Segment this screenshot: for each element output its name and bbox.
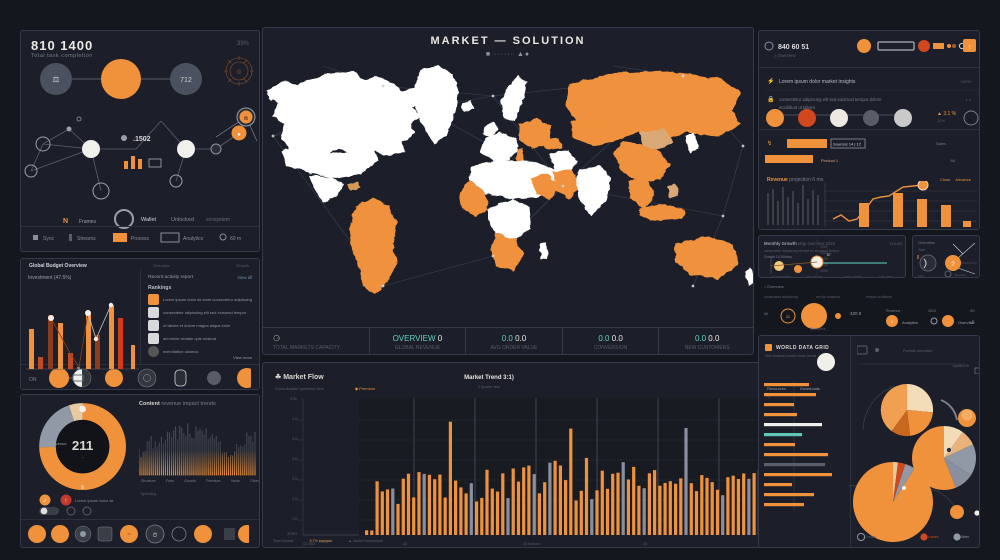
svg-text:3.0: 3.0 xyxy=(292,457,297,461)
svg-text:☉: ☉ xyxy=(236,69,241,76)
svg-text:Lorem ipsum dolor market insig: Lorem ipsum dolor market insights xyxy=(779,79,856,85)
svg-text:Consolidated quarterly view: Consolidated quarterly view xyxy=(275,386,324,391)
svg-text:Reports: Reports xyxy=(955,273,966,277)
svg-text:2024: 2024 xyxy=(928,309,936,313)
svg-text:60 m: 60 m xyxy=(230,236,241,242)
svg-text:☘ Market Flow: ☘ Market Flow xyxy=(275,373,324,381)
svg-text:100%: 100% xyxy=(961,79,972,84)
svg-text:N: N xyxy=(63,218,68,225)
svg-text:2.0: 2.0 xyxy=(292,497,297,501)
svg-text:Sources 14 | 12: Sources 14 | 12 xyxy=(833,142,862,147)
svg-text:▲ 3.1 %: ▲ 3.1 % xyxy=(937,111,957,117)
svg-text:840 60 51: 840 60 51 xyxy=(778,44,809,51)
svg-text:84: 84 xyxy=(951,158,956,163)
svg-text:31: 31 xyxy=(786,315,790,319)
svg-text:211: 211 xyxy=(72,438,94,453)
svg-text:⏱: ⏱ xyxy=(153,532,158,539)
svg-text:sed do eiusmod: sed do eiusmod xyxy=(816,295,840,299)
svg-text:Portfolio allocation: Portfolio allocation xyxy=(903,349,932,353)
svg-text:Process: Process xyxy=(131,236,150,242)
svg-text:All: All xyxy=(764,312,768,316)
svg-text:Overview: Overview xyxy=(918,240,935,245)
svg-text:Q4: Q4 xyxy=(643,542,647,546)
svg-text:Market Trend 3:1): Market Trend 3:1) xyxy=(464,375,514,381)
svg-text:Revenue: Revenue xyxy=(886,309,900,313)
svg-text:2026: 2026 xyxy=(820,269,828,273)
svg-text:Growth 14.5%/day: Growth 14.5%/day xyxy=(764,255,792,259)
svg-text:!: ! xyxy=(65,499,66,505)
svg-text:⚖: ⚖ xyxy=(52,75,59,84)
svg-text:n: n xyxy=(244,116,248,122)
svg-text:420 8: 420 8 xyxy=(850,311,862,316)
svg-text:Total: Total xyxy=(918,248,925,252)
svg-text:3.5: 3.5 xyxy=(292,437,297,441)
svg-text:12%: 12% xyxy=(937,118,945,123)
svg-text:124.8%: 124.8% xyxy=(890,242,903,246)
svg-text:2.5: 2.5 xyxy=(292,477,297,481)
svg-text:712: 712 xyxy=(180,77,192,84)
svg-text:Sync: Sync xyxy=(43,236,55,242)
svg-text:Q2: Q2 xyxy=(403,542,407,546)
svg-text:87: 87 xyxy=(827,253,831,257)
svg-text:Sales: Sales xyxy=(936,141,946,146)
svg-text:1.2: 1.2 xyxy=(965,97,971,102)
svg-text:↺: ↺ xyxy=(970,320,974,326)
svg-text:2022: 2022 xyxy=(820,245,828,249)
svg-text:incididunt ut labore: incididunt ut labore xyxy=(779,105,816,110)
svg-text:Wallet: Wallet xyxy=(141,217,157,223)
svg-text:✓: ✓ xyxy=(43,499,47,505)
svg-text:Updated 1h: Updated 1h xyxy=(953,364,970,368)
svg-text:⚡: ⚡ xyxy=(767,77,774,85)
svg-text:♪ Overview: ♪ Overview xyxy=(764,284,784,289)
svg-text:consectetur adipiscing elit se: consectetur adipiscing elit sed eiusmod … xyxy=(779,97,882,102)
svg-text:ecosystem: ecosystem xyxy=(206,217,230,223)
svg-text:5.0k: 5.0k xyxy=(290,397,297,401)
svg-text:00: 00 xyxy=(970,308,975,313)
svg-text:1.0: 1.0 xyxy=(292,517,297,521)
svg-text:Q3 forecast: Q3 forecast xyxy=(523,542,540,546)
svg-text:3 Quarter view: 3 Quarter view xyxy=(478,385,501,389)
svg-text:●: ● xyxy=(237,132,241,138)
svg-text:Frames: Frames xyxy=(79,219,96,225)
svg-text:Quicklinks: Quicklinks xyxy=(810,327,826,331)
svg-text:◆ Premium: ◆ Premium xyxy=(355,386,376,391)
svg-text:Unlocked: Unlocked xyxy=(171,217,194,223)
svg-text:↯: ↯ xyxy=(767,140,772,147)
svg-text:tempor incididunt: tempor incididunt xyxy=(866,295,892,299)
svg-text:4.0: 4.0 xyxy=(292,417,297,421)
svg-text:🔒: 🔒 xyxy=(767,95,774,103)
svg-text:ZERO: ZERO xyxy=(287,532,297,536)
svg-text:Analytics: Analytics xyxy=(183,236,204,242)
svg-text:.1502: .1502 xyxy=(133,136,151,143)
svg-text:Analytics: Analytics xyxy=(902,320,918,325)
svg-text:Product 1: Product 1 xyxy=(821,158,839,163)
svg-text:consectetur adipiscing: consectetur adipiscing xyxy=(764,295,798,299)
svg-text:Streams: Streams xyxy=(77,236,96,242)
